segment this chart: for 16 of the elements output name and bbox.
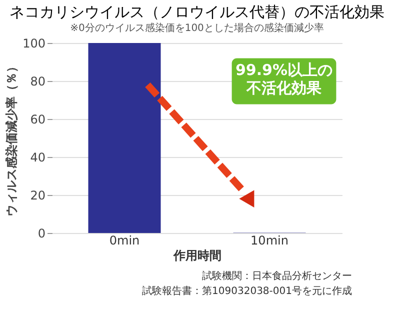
y-tick-label: 100	[22, 36, 46, 50]
y-tick-label: 20	[30, 188, 46, 202]
x-axis-title: 作用時間	[172, 248, 222, 262]
x-tick-label: 0min	[109, 234, 140, 248]
text: 試験機関：日本食品分析センター	[202, 270, 352, 282]
y-tick-label: 40	[30, 150, 46, 164]
y-tick-label: 0	[38, 226, 46, 240]
text: 試験報告書：第109032038-001号を元に作成	[142, 285, 352, 297]
y-tick-label: 80	[30, 74, 46, 88]
chart-title: ネコカリシウイルス（ノロウイルス代替）の不活化効果	[10, 3, 384, 21]
annotation: 不活化効果	[246, 79, 322, 98]
x-tick-label: 10min	[250, 234, 288, 248]
annotation: 99.9%以上の	[235, 61, 333, 80]
y-axis-title: ウィルス感染価減少率（％）	[4, 60, 19, 216]
y-tick-label: 60	[30, 112, 46, 126]
chart-subtitle: ※0分のウイルス感染価を100とした場合の感染価減少率	[70, 22, 324, 34]
